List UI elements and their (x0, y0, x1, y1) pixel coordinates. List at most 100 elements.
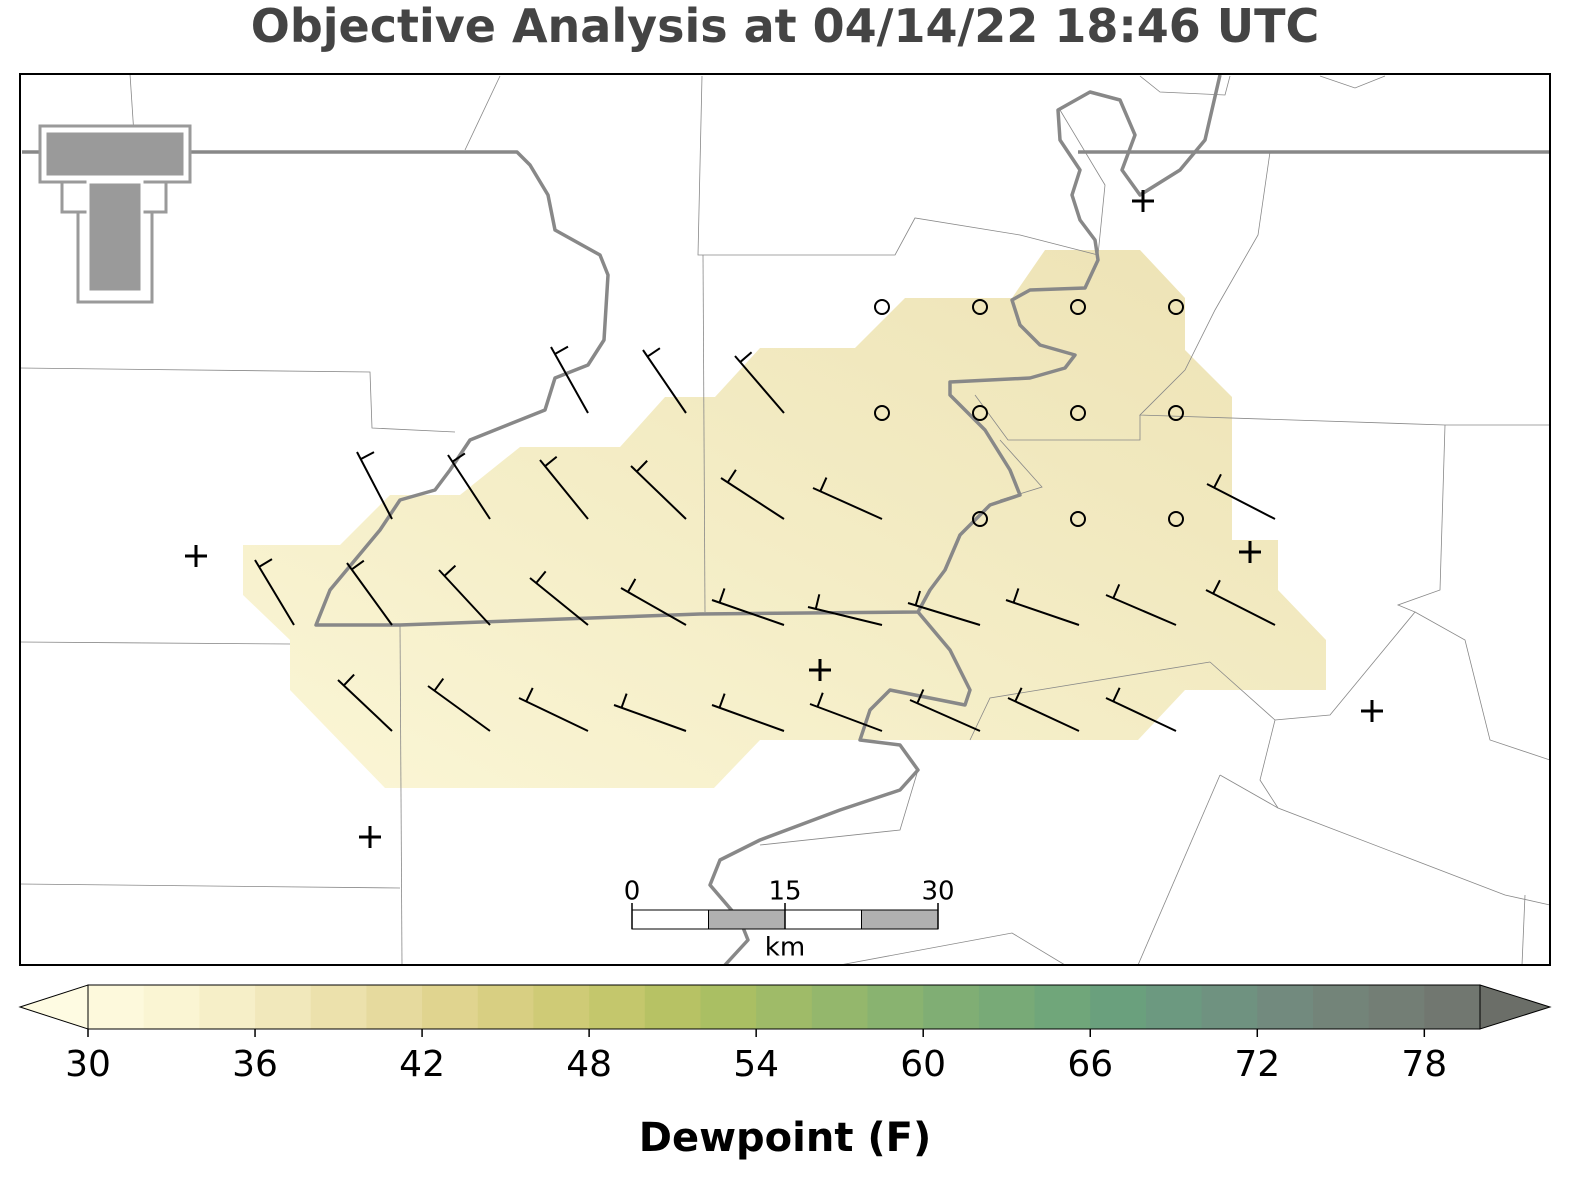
station-marker (1132, 190, 1154, 212)
colorbar-bin (1368, 985, 1425, 1029)
wind-barb (529, 570, 589, 626)
colorbar-tick-label: 66 (1067, 1044, 1113, 1085)
wind-barb (1205, 579, 1276, 626)
colorbar-bin (1145, 985, 1203, 1029)
wind-barb (807, 594, 883, 626)
colorbar-outline (87, 984, 1481, 1030)
colorbar-bin (1312, 985, 1370, 1029)
wind-barb (356, 451, 393, 520)
scale-segment (784, 909, 862, 930)
map-frame (19, 73, 1551, 966)
wind-barb (447, 452, 491, 520)
colorbar-bin (1034, 985, 1091, 1029)
colorbar-under (18, 984, 89, 1030)
calm-wind (874, 299, 890, 315)
wind-barb (1105, 687, 1177, 732)
colorbar-tick-label: 30 (65, 1044, 111, 1085)
calm-wind (1070, 511, 1086, 527)
colorbar-bin (978, 985, 1036, 1029)
wind-barb (550, 345, 589, 414)
colorbar-bin (255, 985, 312, 1029)
wind-barb (1005, 588, 1080, 626)
colorbar-label: Dewpoint (F) (639, 1115, 932, 1161)
wind-barb (909, 689, 981, 732)
colorbar-bin (533, 985, 590, 1029)
scale-unit: km (765, 933, 805, 963)
wind-barb (1105, 583, 1177, 626)
colorbar-bin (923, 985, 980, 1029)
colorbar-bin (589, 985, 646, 1029)
colorbar-bin (310, 985, 367, 1029)
scale-tick-label: 30 (921, 877, 954, 907)
station-marker (1361, 700, 1383, 722)
colorbar-bin (1201, 985, 1258, 1029)
wind-barb (711, 588, 785, 626)
scale-bar: 0 15 30 km (624, 877, 955, 963)
colorbar-tick-label: 60 (900, 1044, 946, 1085)
scale-tick-label: 15 (768, 877, 801, 907)
station-marker (1239, 541, 1261, 563)
wind-barb (518, 687, 589, 732)
wind-barb (1206, 473, 1276, 520)
calm-wind (1070, 405, 1086, 421)
dewpoint-shading (243, 250, 1326, 788)
wind-barb (907, 590, 981, 626)
colorbar-tick-label: 54 (733, 1044, 779, 1085)
wind-barb (711, 693, 785, 732)
scale-segment (708, 909, 786, 930)
colorbar-over (1479, 984, 1552, 1030)
colorbar-bin (811, 985, 869, 1029)
logo (38, 124, 192, 304)
calm-wind (972, 299, 988, 315)
scale-segment (631, 909, 709, 930)
colorbar-bin (366, 985, 423, 1029)
colorbar-bin (756, 985, 813, 1029)
colorbar-bin (199, 985, 256, 1029)
wind-barb (734, 351, 785, 414)
station-marker (359, 826, 381, 848)
wind-barb (613, 693, 687, 732)
calm-wind (972, 511, 988, 527)
county-lines (20, 74, 1550, 965)
colorbar-tick-label: 48 (566, 1044, 612, 1085)
calm-wind (1168, 405, 1184, 421)
wind-barb (337, 673, 393, 732)
colorbar-tick-label: 72 (1234, 1044, 1280, 1085)
river (708, 610, 972, 965)
colorbar-tick-label: 78 (1401, 1044, 1447, 1085)
colorbar-bin (1090, 985, 1147, 1029)
colorbar-bin (644, 985, 701, 1029)
colorbar-bin (477, 985, 534, 1029)
colorbar-bin (422, 985, 479, 1029)
colorbar-tick-label: 36 (232, 1044, 278, 1085)
wind-barb (630, 460, 687, 520)
wind-barb (620, 578, 687, 626)
scale-segment (861, 909, 939, 930)
wind-barb (346, 559, 393, 626)
colorbar-bin (143, 985, 200, 1029)
calm-wind (1168, 299, 1184, 315)
wind-barb (1007, 687, 1080, 732)
wind-barb (720, 469, 785, 520)
wind-barb (809, 692, 883, 732)
map (20, 74, 1550, 965)
wind-barb (254, 558, 295, 626)
station-marker (185, 545, 207, 567)
wind-barb (539, 455, 589, 520)
colorbar-bin (1257, 985, 1314, 1029)
colorbar-bin (867, 985, 924, 1029)
scale-tick-label: 0 (624, 877, 641, 907)
title: Objective Analysis at 04/14/22 18:46 UTC (251, 0, 1320, 53)
wind-barb (438, 564, 491, 626)
wind-barb (427, 677, 491, 732)
wind-barb (812, 477, 883, 520)
colorbar-tick-label: 42 (399, 1044, 445, 1085)
colorbar: 30 36 42 48 54 60 66 72 78 (18, 984, 1552, 1085)
colorbar-bin (700, 985, 757, 1029)
calm-wind (972, 405, 988, 421)
stations (185, 190, 1383, 848)
wind-barb (642, 347, 687, 414)
station-marker (809, 659, 831, 681)
